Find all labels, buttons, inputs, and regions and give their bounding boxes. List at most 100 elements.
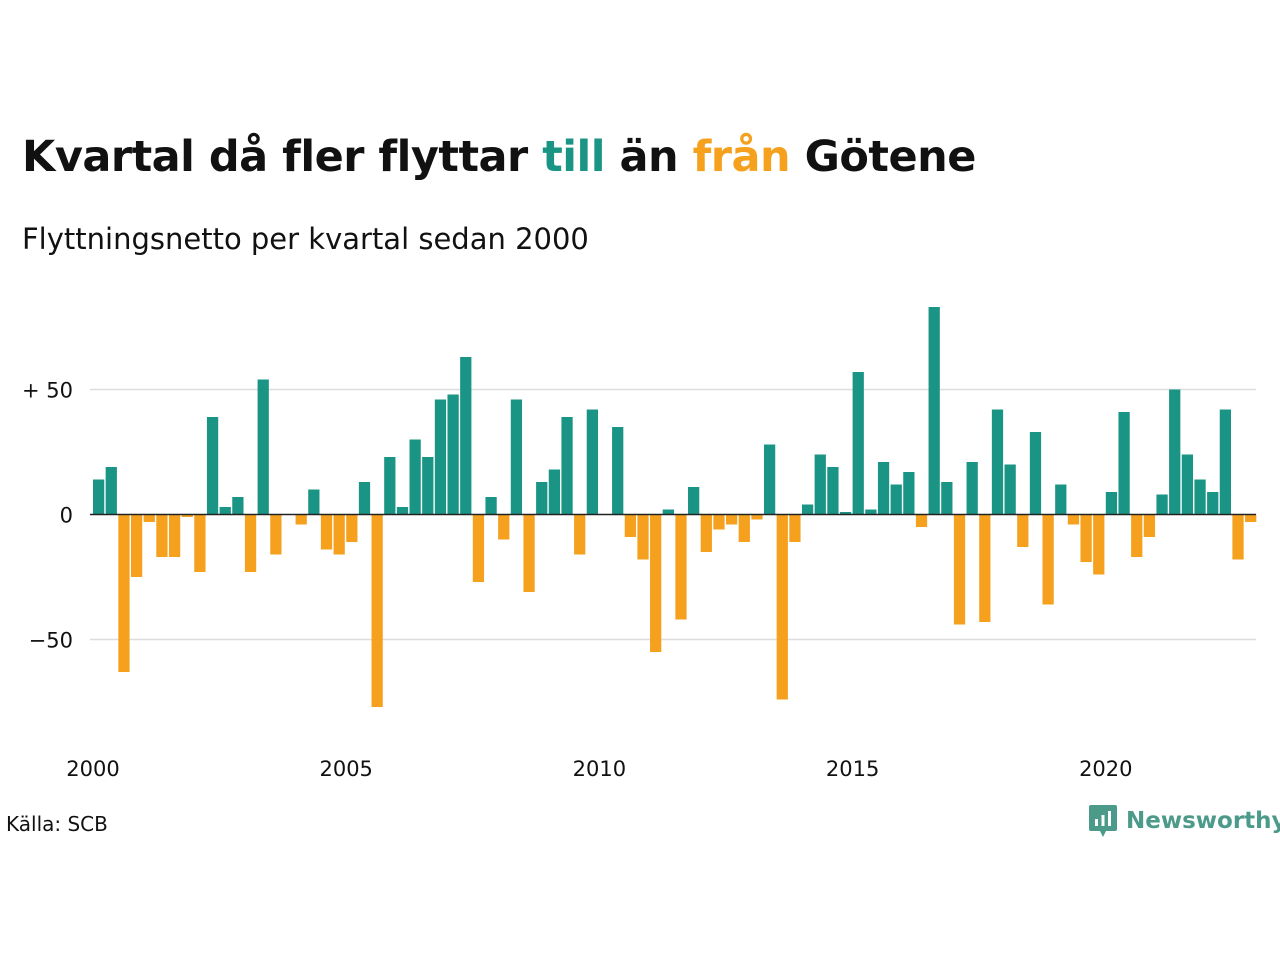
x-tick-label: 2000 xyxy=(66,757,119,781)
bar xyxy=(738,514,750,542)
bar xyxy=(814,454,826,515)
title-part-3: än xyxy=(604,132,693,182)
bar xyxy=(637,514,649,560)
bar xyxy=(612,427,624,515)
bar xyxy=(966,462,978,515)
bar xyxy=(384,457,396,515)
bar xyxy=(536,482,548,515)
bar xyxy=(1232,514,1244,560)
bar xyxy=(1105,492,1118,515)
bar xyxy=(460,357,472,515)
bar xyxy=(371,514,383,707)
bar xyxy=(941,482,953,515)
bar xyxy=(270,514,282,555)
bar xyxy=(219,507,231,515)
bar xyxy=(827,467,839,515)
bar xyxy=(510,399,523,515)
bar xyxy=(194,514,206,572)
bar xyxy=(650,514,662,652)
bar xyxy=(244,514,257,572)
bar xyxy=(295,514,307,525)
bar xyxy=(1080,514,1092,562)
bar xyxy=(232,497,244,515)
bar xyxy=(865,509,877,515)
bar xyxy=(662,509,674,515)
bar xyxy=(156,514,168,557)
bar xyxy=(700,514,712,552)
bar xyxy=(726,514,738,525)
bar xyxy=(991,409,1004,515)
bar xyxy=(675,514,687,620)
x-tick-label: 2005 xyxy=(319,757,372,781)
bar xyxy=(776,514,788,700)
bar xyxy=(181,514,193,517)
bar xyxy=(257,379,269,515)
bar xyxy=(168,514,181,557)
newsworthy-logo-text: Newsworthy xyxy=(1126,808,1280,834)
bar xyxy=(1029,432,1042,515)
bar xyxy=(574,514,586,555)
bar xyxy=(688,487,700,515)
x-tick-label: 2020 xyxy=(1079,757,1132,781)
y-tick-label: + 50 xyxy=(22,379,73,403)
bar xyxy=(105,467,117,515)
bar xyxy=(130,514,143,577)
chart-subtitle: Flyttningsnetto per kvartal sedan 2000 xyxy=(22,222,589,256)
bar xyxy=(1245,514,1257,522)
bar xyxy=(751,514,763,520)
bar xyxy=(561,417,573,515)
source-label: Källa: SCB xyxy=(6,812,108,836)
bar xyxy=(586,409,598,515)
bar xyxy=(1156,494,1168,515)
bar xyxy=(548,469,561,515)
bar xyxy=(903,472,915,515)
bar xyxy=(472,514,485,582)
chart-title: Kvartal då fler flyttar till än från Göt… xyxy=(22,132,976,182)
bar xyxy=(358,482,371,515)
bar xyxy=(839,512,852,515)
bar xyxy=(485,497,497,515)
bar xyxy=(206,417,219,515)
title-part-5: Götene xyxy=(790,132,977,182)
bar xyxy=(1004,464,1016,515)
bar xyxy=(1181,454,1194,515)
bar xyxy=(789,514,801,542)
bar xyxy=(713,514,725,530)
x-tick-label: 2010 xyxy=(573,757,626,781)
bar xyxy=(1219,409,1231,515)
y-tick-label: 0 xyxy=(60,504,73,528)
bar xyxy=(1143,514,1156,537)
bar xyxy=(422,457,434,515)
bar xyxy=(1118,412,1130,515)
bar xyxy=(1042,514,1054,605)
newsworthy-logo: Newsworthy xyxy=(1088,804,1280,838)
y-tick-label: −50 xyxy=(29,629,73,653)
bar xyxy=(801,504,814,515)
bar xyxy=(118,514,130,672)
bar xyxy=(763,444,776,515)
newsworthy-logo-icon xyxy=(1089,805,1117,837)
bar xyxy=(93,479,105,515)
bar xyxy=(333,514,345,555)
bar xyxy=(1194,479,1206,515)
bar xyxy=(890,484,902,515)
bar xyxy=(396,507,409,515)
bar xyxy=(1093,514,1105,575)
bar xyxy=(498,514,510,540)
bar xyxy=(877,462,890,515)
bar xyxy=(1067,514,1080,525)
title-fran: från xyxy=(692,132,791,182)
bar xyxy=(1131,514,1143,557)
title-till: till xyxy=(542,132,605,182)
bar xyxy=(1055,484,1067,515)
bar xyxy=(143,514,155,522)
bar xyxy=(928,307,940,515)
bar xyxy=(434,399,447,515)
bar xyxy=(1017,514,1029,547)
bar xyxy=(523,514,535,592)
bar xyxy=(320,514,333,550)
bar xyxy=(447,394,459,515)
bar xyxy=(915,514,928,527)
bar xyxy=(409,439,421,515)
